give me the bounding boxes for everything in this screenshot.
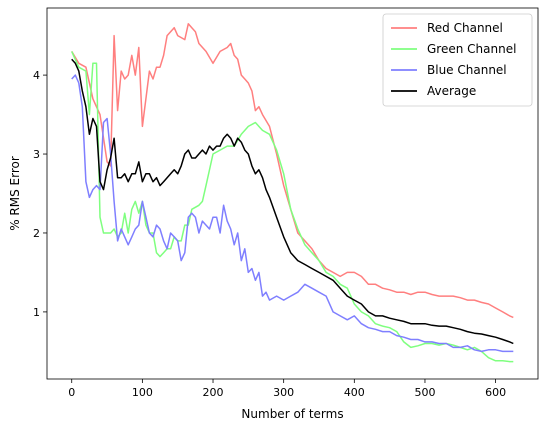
- series-line-1: [71, 51, 514, 363]
- x-tick-label: 200: [203, 386, 224, 399]
- x-tick-label: 400: [344, 386, 365, 399]
- series-line-0: [71, 23, 514, 319]
- x-tick-label: 300: [273, 386, 294, 399]
- x-tick-label: 500: [414, 386, 435, 399]
- x-axis-ticks: 0 100 200 300 400 500 600: [68, 379, 506, 399]
- y-axis-label: % RMS Error: [8, 156, 22, 231]
- x-axis-label: Number of terms: [241, 407, 343, 421]
- x-tick-label: 100: [132, 386, 153, 399]
- y-tick-label: 2: [33, 227, 40, 240]
- y-tick-label: 1: [33, 306, 40, 319]
- x-tick-label: 0: [68, 386, 75, 399]
- legend-label: Green Channel: [427, 42, 516, 56]
- y-axis-ticks: 1 2 3 4: [33, 69, 47, 319]
- series-lines: [71, 23, 514, 363]
- plot-area-frame: [46, 7, 539, 380]
- legend: Red Channel Green Channel Blue Channel Aver…: [382, 13, 533, 107]
- legend-label: Average: [427, 84, 476, 98]
- y-tick-label: 3: [33, 148, 40, 161]
- series-line-2: [71, 74, 514, 353]
- legend-box: [382, 13, 533, 107]
- y-tick-label: 4: [33, 69, 40, 82]
- legend-label: Red Channel: [427, 21, 503, 35]
- legend-label: Blue Channel: [427, 63, 507, 77]
- x-tick-label: 600: [485, 386, 506, 399]
- series-line-3: [71, 58, 514, 345]
